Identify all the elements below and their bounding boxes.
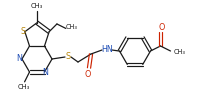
- Text: N: N: [16, 54, 22, 63]
- Text: CH₃: CH₃: [17, 84, 30, 90]
- Text: HN: HN: [101, 45, 113, 53]
- Text: CH₃: CH₃: [66, 24, 78, 30]
- Text: O: O: [85, 70, 91, 79]
- Text: S: S: [65, 51, 70, 61]
- Text: S: S: [20, 27, 25, 36]
- Text: CH₃: CH₃: [173, 49, 186, 55]
- Text: O: O: [158, 23, 165, 31]
- Text: CH₃: CH₃: [31, 3, 43, 9]
- Text: N: N: [43, 69, 49, 77]
